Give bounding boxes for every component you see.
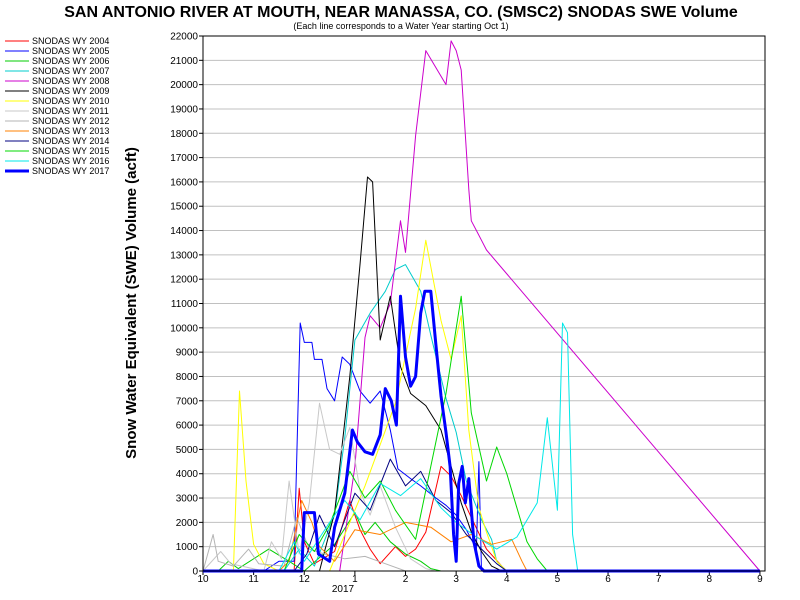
- chart-title: SAN ANTONIO RIVER AT MOUTH, NEAR MANASSA…: [64, 4, 738, 21]
- legend-label: SNODAS WY 2008: [32, 76, 109, 86]
- x-tick-label: 7: [656, 574, 662, 585]
- x-tick-label: 6: [605, 574, 611, 585]
- legend-label: SNODAS WY 2005: [32, 46, 109, 56]
- x-tick-label: 9: [757, 574, 763, 585]
- x-tick-label: 4: [504, 574, 510, 585]
- y-tick-label: 6000: [176, 421, 199, 432]
- y-tick-label: 12000: [170, 275, 198, 286]
- y-tick-label: 10000: [170, 323, 198, 334]
- series-line-snodas-wy-2005: [203, 322, 760, 572]
- series-line-snodas-wy-2016: [203, 322, 760, 572]
- grid: [203, 35, 765, 572]
- y-tick-label: 9000: [176, 348, 199, 359]
- legend-label: SNODAS WY 2010: [32, 96, 109, 106]
- y-tick-label: 8000: [176, 372, 199, 383]
- y-tick-label: 5000: [176, 445, 199, 456]
- x-tick-label: 1: [352, 574, 358, 585]
- x-tick-label: 10: [197, 574, 209, 585]
- x-tick-label: 2: [403, 574, 409, 585]
- x-tick-label: 3: [453, 574, 459, 585]
- y-tick-label: 17000: [170, 153, 198, 164]
- series-line-snodas-wy-2007: [203, 264, 760, 572]
- series-line-snodas-wy-2012: [202, 517, 760, 572]
- legend-label: SNODAS WY 2006: [32, 56, 109, 66]
- series-line-snodas-wy-2008: [203, 40, 761, 572]
- legend-label: SNODAS WY 2011: [32, 106, 109, 116]
- series-lines: [202, 40, 761, 573]
- legend-label: SNODAS WY 2013: [32, 126, 109, 136]
- legend-label: SNODAS WY 2015: [32, 146, 109, 156]
- y-tick-label: 11000: [171, 299, 199, 310]
- y-tick-label: 3000: [176, 494, 199, 505]
- series-line-snodas-wy-2017: [203, 289, 760, 573]
- y-tick-label: 16000: [170, 177, 198, 188]
- y-tick-label: 19000: [170, 104, 198, 115]
- legend-label: SNODAS WY 2014: [32, 136, 109, 146]
- series-line-snodas-wy-2011: [202, 402, 760, 572]
- y-axis-label: Snow Water Equivalent (SWE) Volume (acft…: [123, 147, 140, 459]
- y-tick-label: 4000: [176, 469, 199, 480]
- series-line-snodas-wy-2013: [203, 500, 760, 572]
- y-tick-label: 0: [192, 567, 198, 578]
- y-tick-label: 1000: [176, 542, 199, 553]
- y-tick-label: 21000: [170, 56, 198, 67]
- legend-label: SNODAS WY 2009: [32, 86, 109, 96]
- x-tick-label: 11: [248, 574, 259, 585]
- y-tick-label: 2000: [176, 518, 199, 529]
- y-tick-label: 22000: [170, 32, 198, 43]
- legend-label: SNODAS WY 2017: [32, 166, 109, 176]
- y-tick-label: 20000: [170, 80, 198, 91]
- x-tick-label: 8: [707, 574, 713, 585]
- y-tick-label: 14000: [170, 226, 198, 237]
- y-tick-label: 7000: [176, 396, 199, 407]
- legend-label: SNODAS WY 2012: [32, 116, 109, 126]
- x-axis-ticks: 10 11 12 1 2 3 4 5 6 7 8 9: [197, 571, 763, 585]
- series-line-snodas-wy-2010: [203, 239, 760, 572]
- series-line-snodas-wy-2009: [203, 176, 760, 572]
- y-tick-label: 13000: [170, 250, 198, 261]
- legend-label: SNODAS WY 2016: [32, 156, 109, 166]
- chart-subtitle: (Each line corresponds to a Water Year s…: [293, 21, 508, 31]
- y-axis-ticks: 0 1000 2000 3000 4000 5000 6000 7000 8000 9000 100…: [170, 32, 203, 578]
- legend-label: SNODAS WY 2007: [32, 66, 109, 76]
- y-tick-label: 18000: [170, 129, 198, 140]
- legend-label: SNODAS WY 2004: [32, 36, 109, 46]
- x-year-label: 2017: [332, 584, 355, 595]
- series-line-snodas-wy-2015: [203, 295, 760, 572]
- y-tick-label: 15000: [170, 202, 198, 213]
- x-tick-label: 12: [299, 574, 311, 585]
- x-tick-label: 5: [555, 574, 561, 585]
- plot-frame: [202, 35, 766, 572]
